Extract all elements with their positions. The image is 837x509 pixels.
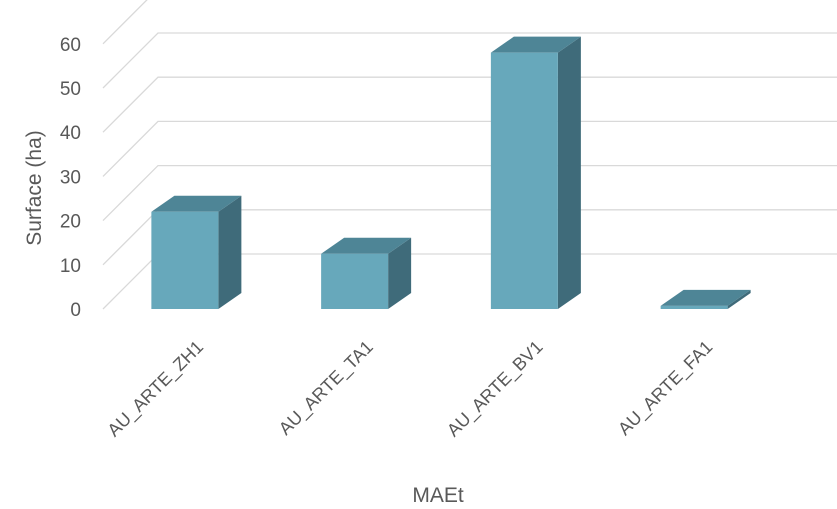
bar-side [557, 36, 581, 309]
x-axis-labels: AU_ARTE_ZH1 AU_ARTE_TA1 AU_ARTE_BV1 AU_ARTE… [103, 337, 717, 441]
bar-top [321, 237, 412, 254]
gridline [102, 164, 837, 222]
y-axis-ticks: 0 10 20 30 40 50 60 [60, 35, 81, 321]
bar [321, 237, 412, 309]
x-tick-label: AU_ARTE_ZH1 [103, 337, 207, 441]
bar-side [388, 237, 412, 309]
x-axis-title: MAEt [412, 484, 464, 507]
y-tick-label: 40 [60, 123, 81, 144]
y-tick-label: 20 [60, 212, 81, 233]
bar-front [660, 305, 728, 309]
bar-side [218, 195, 242, 309]
y-tick-label: 0 [70, 300, 81, 321]
y-axis-title: Surface (ha) [23, 130, 46, 246]
bar-front [321, 253, 389, 309]
gridlines [102, 0, 837, 310]
x-tick-label: AU_ARTE_TA1 [275, 337, 378, 440]
gridline [102, 32, 837, 89]
y-tick-label: 30 [60, 167, 81, 188]
bar-top [151, 195, 242, 212]
gridline [102, 76, 837, 133]
gridline [102, 0, 148, 45]
y-tick-label: 10 [60, 256, 81, 277]
bar-front [490, 52, 558, 309]
bar [490, 36, 581, 309]
x-tick-label: AU_ARTE_FA1 [614, 337, 717, 440]
bar [151, 195, 242, 309]
bar-top [660, 289, 751, 306]
bar-front [151, 211, 219, 309]
bar [660, 289, 751, 309]
bar-top [490, 36, 581, 53]
gridline [102, 120, 837, 177]
bars [151, 36, 751, 309]
bar-side [727, 289, 751, 309]
y-tick-label: 50 [60, 79, 81, 100]
x-tick-label: AU_ARTE_BV1 [443, 337, 547, 441]
y-tick-label: 60 [60, 35, 81, 56]
